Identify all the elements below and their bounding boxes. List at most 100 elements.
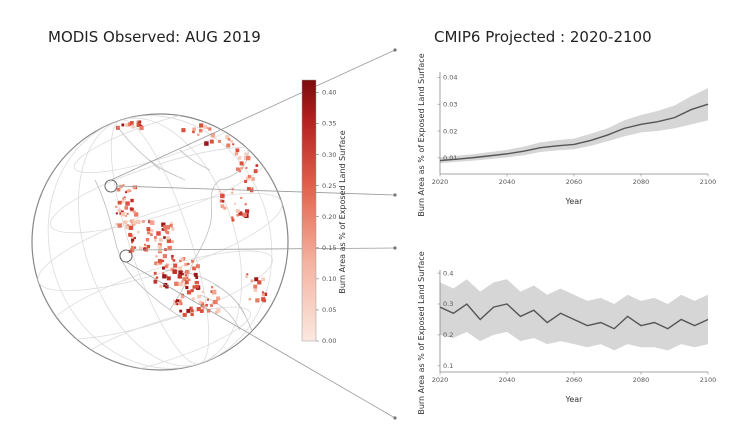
burn-pixel (246, 187, 251, 191)
burn-pixel (183, 283, 187, 287)
burn-pixel (125, 201, 130, 206)
burn-pixel (166, 230, 170, 235)
burn-pixel (142, 247, 147, 251)
burn-pixel (164, 265, 168, 269)
burn-pixel (163, 236, 166, 239)
burn-pixel (133, 236, 136, 240)
burn-pixel (122, 197, 125, 200)
burn-pixel (179, 259, 182, 263)
burn-pixel (201, 302, 205, 305)
burn-pixel (199, 309, 204, 313)
burn-pixel (194, 281, 198, 284)
x-tick-label: 2080 (633, 376, 650, 384)
burn-pixel (166, 238, 171, 243)
burn-pixel (165, 263, 169, 267)
burn-pixel (190, 312, 194, 317)
burn-pixel (127, 123, 131, 126)
burn-pixel (257, 280, 262, 285)
burn-pixel (192, 130, 195, 134)
burn-pixel (159, 284, 163, 288)
burn-pixel (182, 277, 187, 282)
burn-pixel (169, 224, 173, 228)
globe-map (31, 113, 289, 371)
burn-pixel (261, 277, 265, 282)
burn-pixel (191, 297, 195, 301)
burn-pixel (189, 306, 193, 311)
burn-pixel (130, 121, 134, 125)
burn-pixel (139, 125, 144, 131)
burn-pixel (132, 220, 137, 225)
burn-pixel (149, 220, 155, 225)
burn-pixel (174, 302, 177, 306)
burn-pixel (209, 139, 214, 144)
burn-pixel (261, 291, 265, 294)
burn-pixel (172, 259, 176, 262)
burn-pixel (193, 272, 198, 277)
burn-pixel (124, 206, 129, 210)
burn-pixel (166, 235, 170, 240)
globe-outline (31, 113, 289, 371)
burn-pixel (173, 299, 176, 303)
colorbar-label: Burn Area as % of Exposed Land Surface (338, 130, 347, 293)
burn-pixel (150, 233, 153, 236)
burn-pixel (133, 246, 137, 249)
burn-pixel (123, 197, 127, 201)
burn-pixel (198, 300, 202, 305)
burn-pixel (154, 236, 157, 239)
burn-pixel (165, 225, 170, 230)
burn-pixel (235, 167, 240, 171)
burn-pixel (196, 281, 199, 284)
burn-pixel (141, 219, 145, 223)
burn-pixel (134, 212, 138, 216)
burn-pixel (206, 298, 209, 301)
burn-pixel (167, 245, 172, 251)
burn-pixel (200, 303, 205, 308)
x-tick-label: 2100 (700, 178, 717, 186)
burn-pixel (154, 261, 158, 266)
x-tick-label: 2020 (432, 376, 449, 384)
y-tick-label: 0.4 (443, 269, 453, 277)
burn-pixel (121, 123, 125, 127)
burn-pixel (213, 299, 218, 305)
burn-pixel (176, 303, 179, 306)
y-tick-label: 0.2 (443, 331, 453, 339)
burn-pixel (205, 126, 209, 130)
burn-pixel (131, 241, 134, 244)
burn-pixel (247, 174, 251, 178)
burn-pixel (125, 225, 129, 230)
burn-pixel (261, 293, 265, 297)
burn-pixel (195, 264, 200, 269)
y-tick-label: 0.02 (443, 127, 457, 135)
burn-pixel (185, 276, 189, 280)
burn-pixel (223, 206, 227, 210)
burn-pixel (153, 279, 158, 284)
burn-pixel (146, 244, 151, 249)
burn-pixel (132, 210, 136, 214)
burn-pixel (129, 219, 133, 223)
burn-pixel (158, 237, 163, 242)
x-tick-label: 2040 (499, 376, 516, 384)
map-title: MODIS Observed: AUG 2019 (48, 28, 261, 46)
colorbar-tick-label: 0.35 (322, 120, 336, 128)
burn-pixel (245, 176, 250, 181)
burn-pixel (137, 230, 140, 234)
burn-pixel (175, 299, 180, 303)
burn-pixel (155, 276, 159, 279)
y-tick-label: 0.3 (443, 300, 453, 308)
burn-pixel (261, 297, 266, 302)
burn-pixel (184, 269, 189, 274)
burn-pixel (126, 212, 129, 215)
x-axis-label: Year (565, 395, 584, 404)
burn-pixel (181, 273, 184, 276)
burn-pixel (192, 127, 196, 131)
x-tick-label: 2080 (633, 178, 650, 186)
burn-pixel (180, 257, 184, 260)
burn-pixel (253, 288, 258, 292)
burn-pixel (245, 275, 249, 278)
burn-pixel (187, 262, 190, 266)
burn-pixel (161, 259, 165, 263)
burn-pixel (240, 166, 244, 170)
burn-pixel (136, 219, 141, 225)
colorbar-gradient (301, 79, 317, 342)
burn-pixel (181, 280, 184, 283)
